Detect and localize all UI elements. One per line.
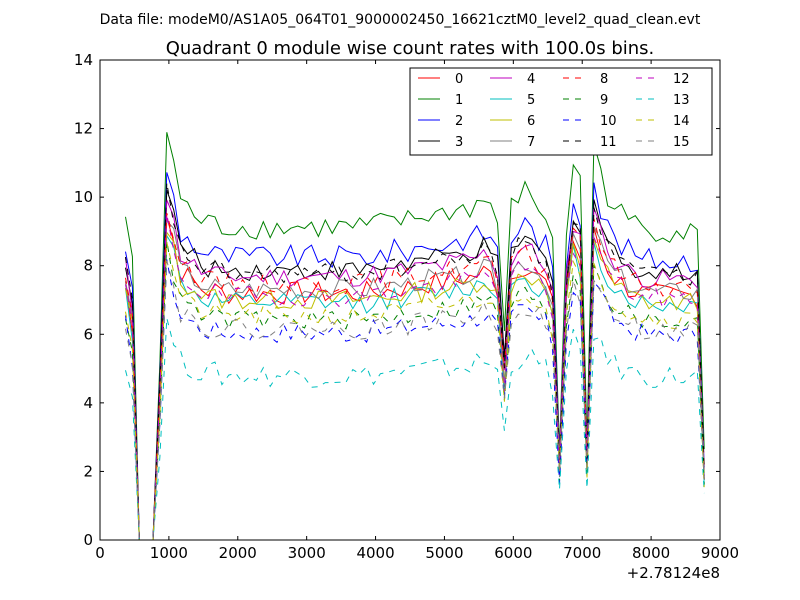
series-line-10 [125,259,705,541]
series-line-13 [125,317,705,541]
series-line-8 [125,212,705,541]
series-line-6 [125,230,705,541]
legend-label-7: 7 [527,135,535,150]
legend-label-0: 0 [455,72,463,87]
y-tick-label-14: 14 [74,51,93,69]
y-tick-label-4: 4 [83,394,93,412]
legend-label-2: 2 [455,114,463,129]
axes-frame [99,59,721,541]
legend-label-8: 8 [600,72,608,87]
series-line-1 [125,132,705,541]
series-line-2 [125,172,705,541]
series-line-11 [125,182,705,541]
x-tick-label-4000: 4000 [356,544,394,562]
x-tick-label-5000: 5000 [425,544,463,562]
legend-label-14: 14 [673,114,690,129]
ticks-layer: 0 1000 2000 3000 4000 5000 6000 7000 8000 9000 0 2 4… [74,51,739,562]
legend-label-12: 12 [673,72,690,87]
series-line-14 [125,242,705,541]
x-tick-label-3000: 3000 [288,544,326,562]
chart-title: Quadrant 0 module wise count rates with … [166,38,655,59]
series-line-15 [125,260,705,541]
legend-label-10: 10 [600,114,617,129]
series-line-7 [125,219,705,541]
x-tick-label-7000: 7000 [563,544,601,562]
series-line-5 [125,234,705,541]
series-line-9 [125,241,705,541]
x-tick-label-6000: 6000 [494,544,532,562]
x-tick-label-8000: 8000 [632,544,670,562]
figure-suptitle: Data file: modeM0/AS1A05_064T01_90000024… [100,12,701,28]
legend-label-3: 3 [455,135,463,150]
legend-label-9: 9 [600,93,608,108]
y-tick-label-10: 10 [74,188,93,206]
legend-label-1: 1 [455,93,463,108]
legend-label-5: 5 [527,93,535,108]
x-tick-label-0: 0 [95,544,105,562]
y-tick-label-6: 6 [83,325,93,343]
x-tick-label-2000: 2000 [219,544,257,562]
legend-label-6: 6 [527,114,535,129]
legend-frame [409,67,713,156]
y-tick-label-2: 2 [83,462,93,480]
x-tick-label-1000: 1000 [150,544,188,562]
y-tick-label-12: 12 [74,120,93,138]
legend-label-13: 13 [673,93,690,108]
series-layer [125,132,705,541]
legend-label-4: 4 [527,72,535,87]
series-line-12 [125,214,705,541]
legend-label-11: 11 [600,135,617,150]
y-tick-label-0: 0 [83,531,93,549]
x-offset-label: +2.78124e8 [627,564,720,582]
x-tick-label-9000: 9000 [701,544,739,562]
series-line-4 [125,199,705,541]
y-tick-label-8: 8 [83,257,93,275]
legend-label-15: 15 [673,135,690,150]
